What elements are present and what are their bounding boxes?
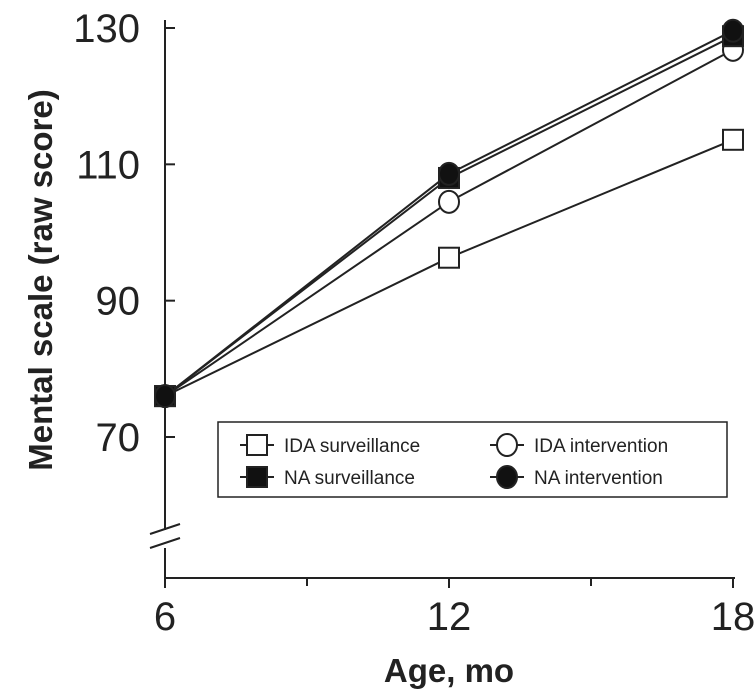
legend-label-3: NA intervention <box>534 468 663 489</box>
series-0-point-2 <box>722 128 744 151</box>
series-3-point-0 <box>154 384 176 409</box>
y-axis-break-mark-2 <box>149 537 181 549</box>
legend-marker-2 <box>246 466 268 488</box>
y-axis-break-mark-1 <box>149 523 181 535</box>
y-axis-title: Mental scale (raw score) <box>22 89 59 471</box>
legend-marker-1 <box>496 433 518 457</box>
x-tick-label-1: 12 <box>427 595 472 639</box>
y-tick-label-2: 110 <box>76 143 140 187</box>
series-0-point-1 <box>438 246 460 269</box>
legend-box <box>217 421 728 498</box>
x-tick-label-0: 6 <box>154 595 176 639</box>
series-1-point-1 <box>438 189 460 214</box>
axes: 70 90 110 130 6 12 18 Age, mo Mental scale (raw … <box>22 7 754 689</box>
legend-label-2: NA surveillance <box>284 468 415 489</box>
x-axis-title: Age, mo <box>384 652 514 689</box>
x-tick-label-2: 18 <box>711 595 754 639</box>
series-3-point-2 <box>722 18 744 43</box>
series-3-point-1 <box>438 161 460 186</box>
y-tick-label-1: 90 <box>96 280 141 324</box>
legend-label-1: IDA intervention <box>534 436 668 457</box>
series-1-line <box>164 48 734 397</box>
series-2-line <box>164 35 734 397</box>
legend-marker-0 <box>246 434 268 456</box>
series-group <box>154 18 744 409</box>
y-tick-label-3: 130 <box>73 7 140 51</box>
legend: IDA surveillance IDA intervention NA surve… <box>217 421 728 498</box>
legend-marker-3 <box>496 465 518 489</box>
legend-label-0: IDA surveillance <box>284 436 420 457</box>
y-tick-label-0: 70 <box>96 416 141 460</box>
